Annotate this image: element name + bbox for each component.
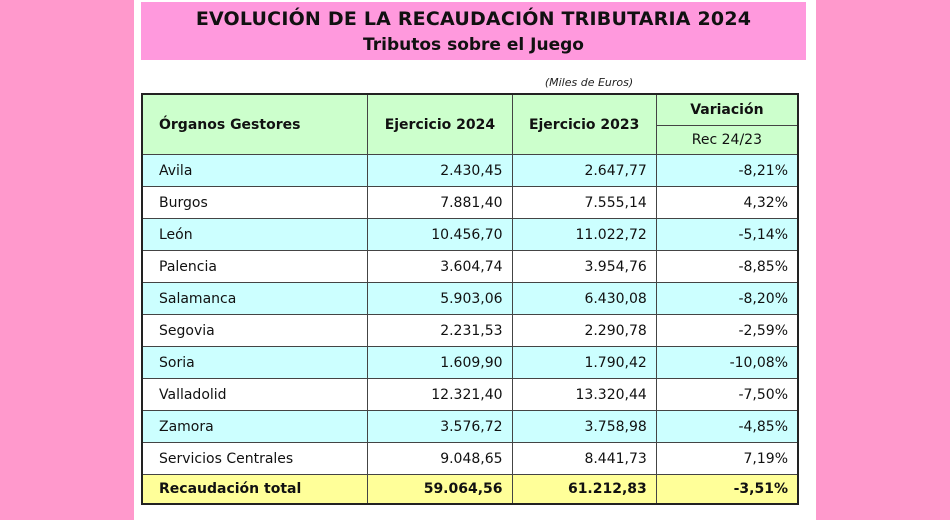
row-name: Zamora bbox=[141, 410, 369, 443]
row-variacion: -10,08% bbox=[655, 346, 799, 379]
row-variacion: 4,32% bbox=[655, 186, 799, 219]
row-ej2023: 2.290,78 bbox=[511, 314, 657, 347]
row-name: Burgos bbox=[141, 186, 369, 219]
table-row: Palencia 3.604,74 3.954,76 -8,85% bbox=[141, 250, 799, 283]
row-name: Servicios Centrales bbox=[141, 442, 369, 475]
row-ej2023: 6.430,08 bbox=[511, 282, 657, 315]
col-header-variacion: Variación bbox=[655, 93, 799, 126]
row-variacion: 7,19% bbox=[655, 442, 799, 475]
row-ej2023: 7.555,14 bbox=[511, 186, 657, 219]
total-ej2024: 59.064,56 bbox=[367, 474, 513, 505]
table-row: Servicios Centrales 9.048,65 8.441,73 7,… bbox=[141, 442, 799, 475]
row-variacion: -8,21% bbox=[655, 154, 799, 187]
row-ej2023: 13.320,44 bbox=[511, 378, 657, 411]
col-subheader-rec: Rec 24/23 bbox=[655, 125, 799, 155]
row-variacion: -8,20% bbox=[655, 282, 799, 315]
total-ej2023: 61.212,83 bbox=[511, 474, 657, 505]
row-name: Salamanca bbox=[141, 282, 369, 315]
row-name: Palencia bbox=[141, 250, 369, 283]
table-row: León 10.456,70 11.022,72 -5,14% bbox=[141, 218, 799, 251]
row-ej2024: 12.321,40 bbox=[367, 378, 513, 411]
row-variacion: -7,50% bbox=[655, 378, 799, 411]
revenue-table: Órganos Gestores Ejercicio 2024 Ejercici… bbox=[141, 93, 799, 505]
row-variacion: -4,85% bbox=[655, 410, 799, 443]
report-title: EVOLUCIÓN DE LA RECAUDACIÓN TRIBUTARIA 2… bbox=[195, 8, 752, 30]
row-ej2024: 3.576,72 bbox=[367, 410, 513, 443]
row-name: Soria bbox=[141, 346, 369, 379]
row-ej2023: 2.647,77 bbox=[511, 154, 657, 187]
report-sheet: EVOLUCIÓN DE LA RECAUDACIÓN TRIBUTARIA 2… bbox=[134, 0, 816, 520]
row-ej2024: 10.456,70 bbox=[367, 218, 513, 251]
row-ej2024: 2.231,53 bbox=[367, 314, 513, 347]
row-ej2023: 11.022,72 bbox=[511, 218, 657, 251]
row-ej2024: 1.609,90 bbox=[367, 346, 513, 379]
row-ej2024: 5.903,06 bbox=[367, 282, 513, 315]
total-row: Recaudación total 59.064,56 61.212,83 -3… bbox=[141, 474, 799, 505]
title-banner: EVOLUCIÓN DE LA RECAUDACIÓN TRIBUTARIA 2… bbox=[141, 2, 806, 60]
report-subtitle: Tributos sobre el Juego bbox=[363, 35, 584, 55]
row-ej2024: 3.604,74 bbox=[367, 250, 513, 283]
row-name: León bbox=[141, 218, 369, 251]
total-variacion: -3,51% bbox=[655, 474, 799, 505]
col-header-ejercicio-2023: Ejercicio 2023 bbox=[511, 93, 657, 155]
table-row: Burgos 7.881,40 7.555,14 4,32% bbox=[141, 186, 799, 219]
row-ej2024: 7.881,40 bbox=[367, 186, 513, 219]
row-name: Segovia bbox=[141, 314, 369, 347]
table-row: Valladolid 12.321,40 13.320,44 -7,50% bbox=[141, 378, 799, 411]
row-ej2023: 3.758,98 bbox=[511, 410, 657, 443]
table-row: Zamora 3.576,72 3.758,98 -4,85% bbox=[141, 410, 799, 443]
col-header-organo: Órganos Gestores bbox=[141, 93, 369, 155]
row-name: Valladolid bbox=[141, 378, 369, 411]
row-variacion: -5,14% bbox=[655, 218, 799, 251]
units-note: (Miles de Euros) bbox=[544, 76, 634, 89]
table-row: Segovia 2.231,53 2.290,78 -2,59% bbox=[141, 314, 799, 347]
total-label: Recaudación total bbox=[141, 474, 369, 505]
table-row: Salamanca 5.903,06 6.430,08 -8,20% bbox=[141, 282, 799, 315]
row-ej2024: 2.430,45 bbox=[367, 154, 513, 187]
row-ej2023: 1.790,42 bbox=[511, 346, 657, 379]
row-ej2023: 8.441,73 bbox=[511, 442, 657, 475]
row-ej2023: 3.954,76 bbox=[511, 250, 657, 283]
row-variacion: -8,85% bbox=[655, 250, 799, 283]
row-ej2024: 9.048,65 bbox=[367, 442, 513, 475]
row-variacion: -2,59% bbox=[655, 314, 799, 347]
row-name: Avila bbox=[141, 154, 369, 187]
table-row: Soria 1.609,90 1.790,42 -10,08% bbox=[141, 346, 799, 379]
table-row: Avila 2.430,45 2.647,77 -8,21% bbox=[141, 154, 799, 187]
col-header-ejercicio-2024: Ejercicio 2024 bbox=[367, 93, 513, 155]
